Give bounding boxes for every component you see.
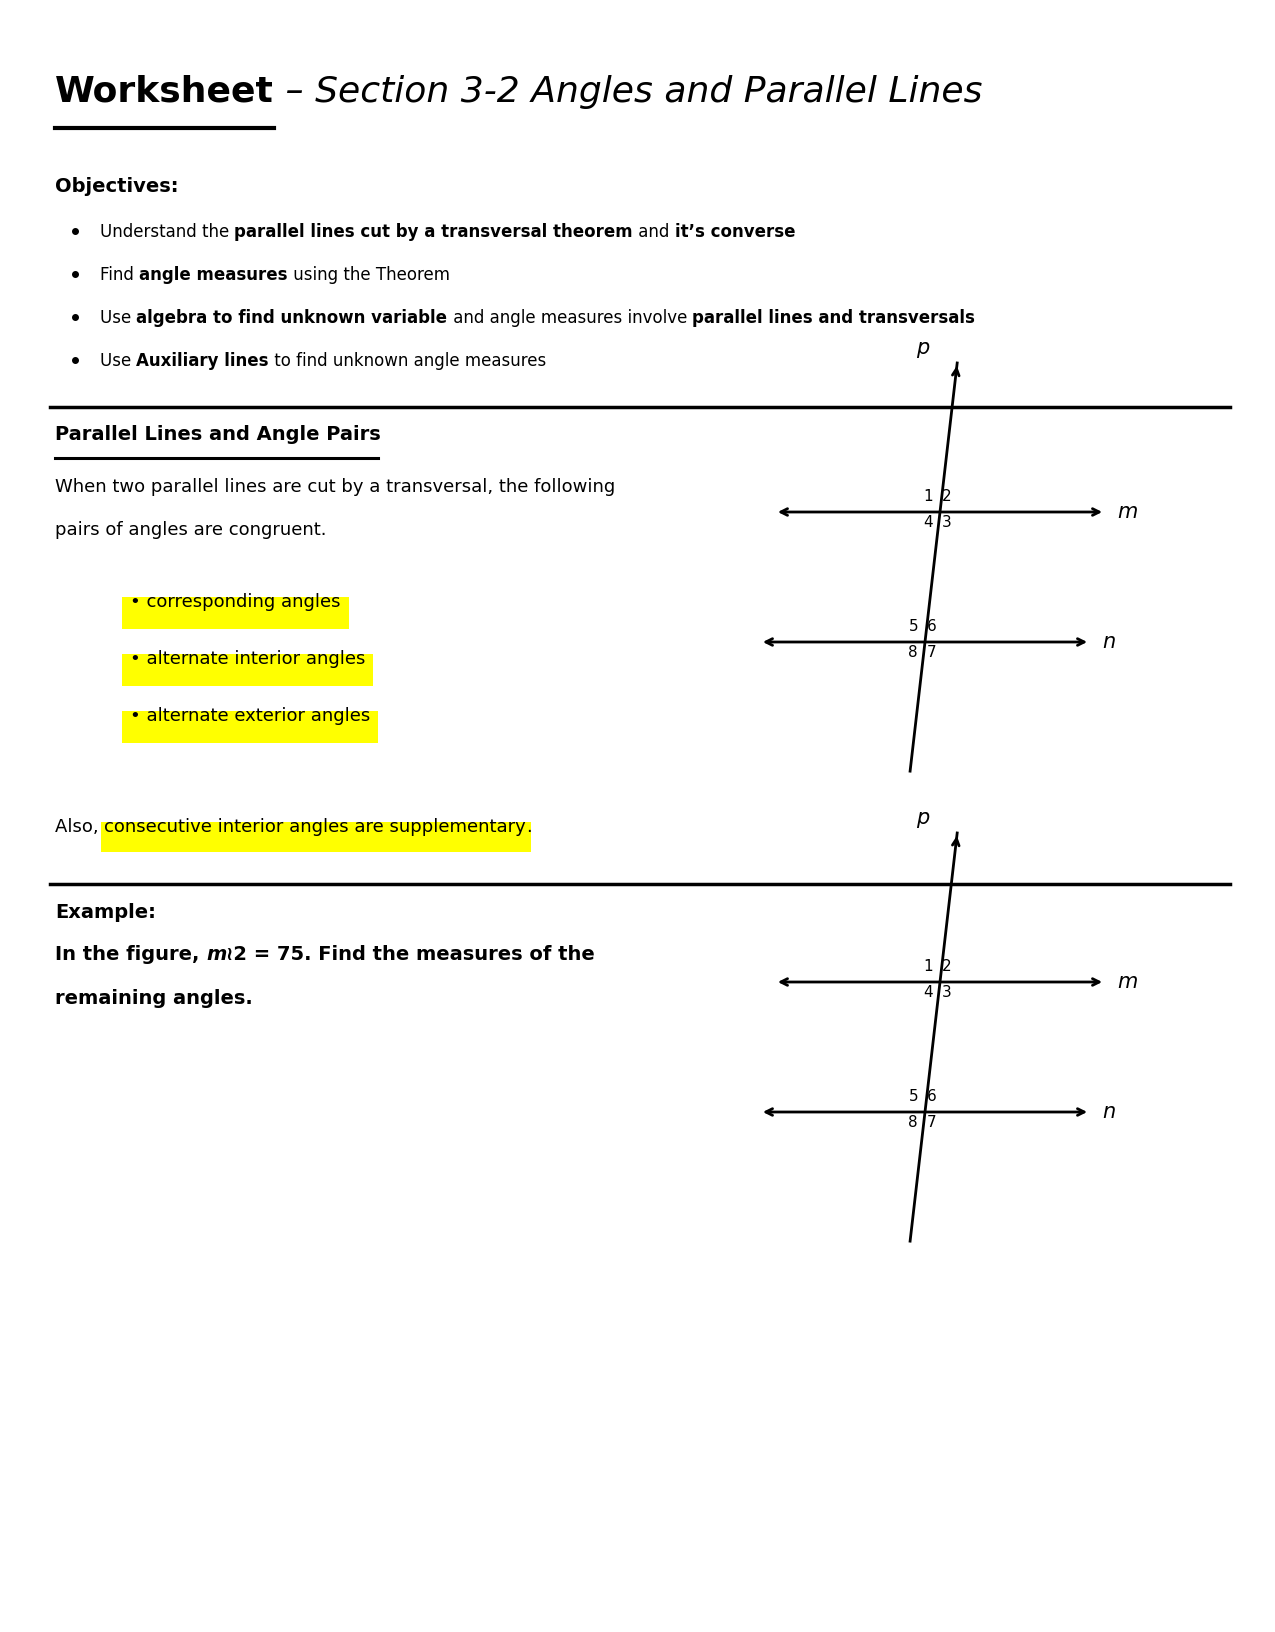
Text: Objectives:: Objectives: — [55, 176, 179, 196]
Text: m: m — [1117, 503, 1137, 522]
Text: Example:: Example: — [55, 902, 156, 922]
Text: and angle measures involve: and angle measures involve — [448, 308, 692, 326]
Text: 1: 1 — [923, 488, 933, 504]
Text: Worksheet: Worksheet — [55, 75, 274, 109]
Text: In the figure,: In the figure, — [55, 945, 207, 965]
Text: n: n — [1102, 1102, 1116, 1123]
Text: 7: 7 — [927, 645, 936, 659]
Text: 3: 3 — [941, 514, 951, 530]
Bar — [122, 654, 374, 685]
Bar — [122, 597, 348, 628]
Text: p: p — [915, 808, 929, 827]
Text: Understand the: Understand the — [99, 224, 235, 242]
Text: Use: Use — [99, 308, 136, 326]
Bar — [122, 712, 379, 743]
Text: remaining angles.: remaining angles. — [55, 989, 252, 1009]
Text: • corresponding angles: • corresponding angles — [130, 592, 340, 610]
Text: 6: 6 — [927, 619, 936, 633]
Text: n: n — [1102, 632, 1116, 653]
Text: it’s converse: it’s converse — [674, 224, 796, 242]
Text: algebra to find unknown variable: algebra to find unknown variable — [136, 308, 448, 326]
Text: Find: Find — [99, 266, 139, 284]
Text: 2: 2 — [941, 488, 951, 504]
Text: 5: 5 — [908, 619, 918, 633]
Text: 7: 7 — [927, 1115, 936, 1129]
Text: 8: 8 — [908, 1115, 918, 1129]
Text: parallel lines and transversals: parallel lines and transversals — [692, 308, 975, 326]
Text: consecutive interior angles are supplementary: consecutive interior angles are suppleme… — [105, 818, 527, 836]
Text: • alternate exterior angles: • alternate exterior angles — [130, 707, 370, 725]
Text: Use: Use — [99, 353, 136, 370]
Text: 5: 5 — [908, 1089, 918, 1103]
Text: ≀2 = 75. Find the measures of the: ≀2 = 75. Find the measures of the — [227, 945, 595, 965]
Text: parallel lines cut by a transversal theorem: parallel lines cut by a transversal theo… — [235, 224, 634, 242]
Text: m: m — [207, 945, 227, 965]
Text: 1: 1 — [923, 958, 933, 974]
Text: using the Theorem: using the Theorem — [288, 266, 450, 284]
Text: 4: 4 — [923, 984, 933, 1000]
Text: 2: 2 — [941, 958, 951, 974]
Text: 4: 4 — [923, 514, 933, 530]
Text: Also,: Also, — [55, 818, 105, 836]
Text: • alternate interior angles: • alternate interior angles — [130, 650, 366, 667]
Text: p: p — [915, 338, 929, 357]
Text: Parallel Lines and Angle Pairs: Parallel Lines and Angle Pairs — [55, 424, 388, 444]
Text: pairs of angles are congruent.: pairs of angles are congruent. — [55, 521, 326, 539]
Text: – Section 3-2 Angles and Parallel Lines: – Section 3-2 Angles and Parallel Lines — [274, 75, 982, 109]
Text: angle measures: angle measures — [139, 266, 288, 284]
Text: Auxiliary lines: Auxiliary lines — [136, 353, 269, 370]
Text: m: m — [1117, 973, 1137, 992]
Text: .: . — [527, 818, 532, 836]
Text: 6: 6 — [927, 1089, 936, 1103]
Text: 8: 8 — [908, 645, 918, 659]
Text: 3: 3 — [941, 984, 951, 1000]
Bar — [102, 823, 532, 852]
Text: When two parallel lines are cut by a transversal, the following: When two parallel lines are cut by a tra… — [55, 478, 616, 496]
Text: and: and — [634, 224, 674, 242]
Text: to find unknown angle measures: to find unknown angle measures — [269, 353, 546, 370]
